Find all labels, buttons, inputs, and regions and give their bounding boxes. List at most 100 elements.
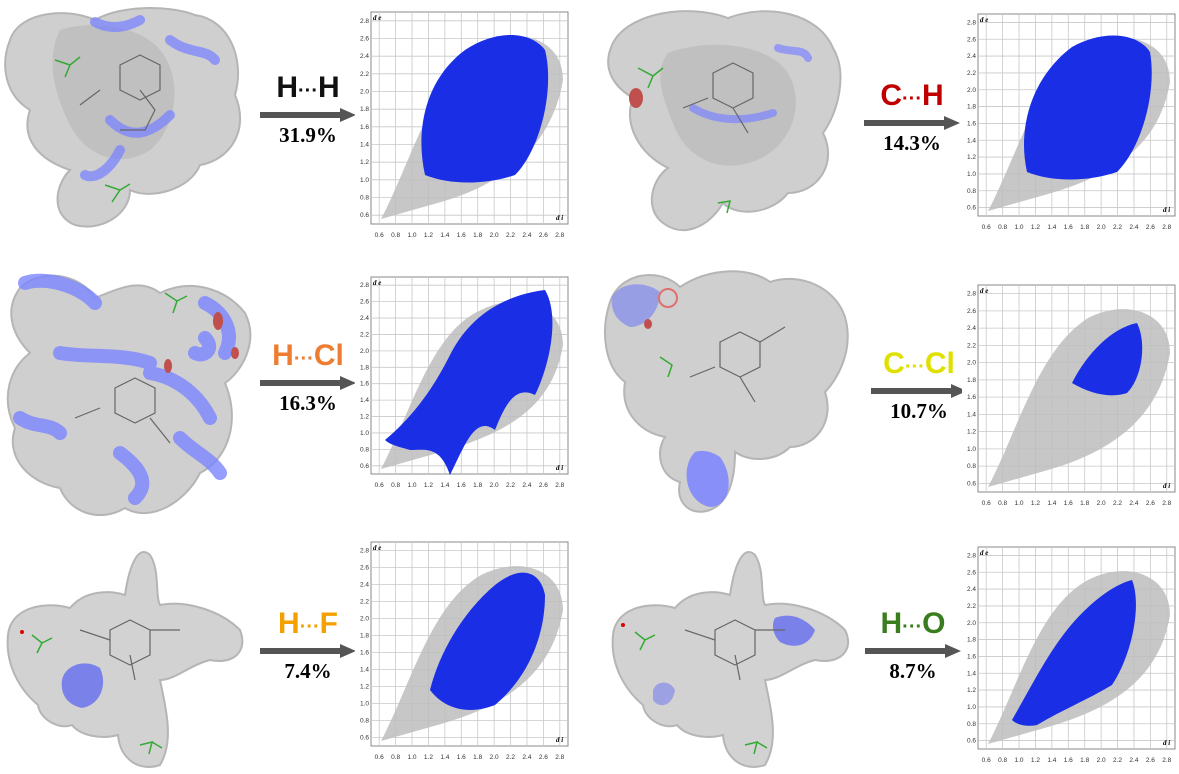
atom2-label: Cl xyxy=(924,347,955,380)
y-tick-label: 1.6 xyxy=(967,394,976,401)
contact-percent: 10.7% xyxy=(890,399,948,423)
x-tick-label: 2.0 xyxy=(1097,500,1106,507)
x-tick-label: 2.4 xyxy=(1129,757,1138,764)
y-tick-label: 1.0 xyxy=(360,430,369,437)
x-tick-label: 2.6 xyxy=(1146,224,1155,231)
contact-percent: 8.7% xyxy=(889,659,937,683)
y-tick-label: 2.8 xyxy=(967,552,976,559)
y-tick-label: 1.0 xyxy=(967,704,976,711)
contact-label-block: C···H 14.3% xyxy=(857,80,967,154)
y-tick-label: 1.6 xyxy=(967,653,976,660)
atom2-label: F xyxy=(319,607,338,640)
contact-separator: ··· xyxy=(902,88,922,110)
y-tick-label: 1.8 xyxy=(360,364,369,371)
atom1-label: H xyxy=(272,339,294,372)
y-tick-label: 2.2 xyxy=(967,342,976,349)
x-tick-label: 1.0 xyxy=(408,232,417,239)
y-tick-label: 0.8 xyxy=(967,188,976,195)
contact-separator: ··· xyxy=(298,80,318,102)
di-axis-label: d i xyxy=(556,736,563,744)
y-tick-label: 2.4 xyxy=(360,582,369,589)
contact-label: H···O xyxy=(858,608,968,642)
contact-percent: 14.3% xyxy=(883,131,941,155)
y-tick-label: 2.6 xyxy=(360,565,369,572)
y-tick-label: 1.0 xyxy=(360,177,369,184)
x-tick-label: 2.4 xyxy=(1129,224,1138,231)
y-tick-label: 0.6 xyxy=(360,735,369,742)
y-tick-label: 2.4 xyxy=(360,53,369,60)
x-tick-label: 1.8 xyxy=(1080,500,1089,507)
x-tick-label: 2.2 xyxy=(1113,224,1122,231)
y-tick-label: 2.6 xyxy=(967,308,976,315)
right-arrow-icon xyxy=(865,644,961,658)
contact-label-block: H···Cl 16.3% xyxy=(253,340,363,414)
y-tick-label: 2.8 xyxy=(360,282,369,289)
x-tick-label: 1.0 xyxy=(1015,224,1024,231)
y-tick-label: 1.2 xyxy=(967,687,976,694)
x-tick-label: 0.6 xyxy=(375,754,384,761)
right-arrow-icon xyxy=(260,644,356,658)
y-tick-label: 0.8 xyxy=(967,721,976,728)
y-tick-label: 0.8 xyxy=(360,195,369,202)
x-tick-label: 2.0 xyxy=(1097,224,1106,231)
contact-separator: ··· xyxy=(299,616,320,638)
di-axis-label: d i xyxy=(556,464,563,472)
x-tick-label: 1.4 xyxy=(440,482,449,489)
contact-percent: 16.3% xyxy=(279,391,337,415)
x-tick-label: 1.6 xyxy=(1064,757,1073,764)
y-tick-label: 2.6 xyxy=(360,36,369,43)
fingerprint-svg: 0.6 0.6 0.8 0.8 1.0 1.0 1.2 1.2 1.4 1.4 1.6 1.6 1.8 1… xyxy=(360,11,569,239)
x-tick-label: 1.2 xyxy=(1031,500,1040,507)
x-tick-label: 0.6 xyxy=(982,500,991,507)
x-tick-label: 0.8 xyxy=(998,500,1007,507)
y-tick-label: 1.4 xyxy=(360,142,369,149)
y-tick-label: 0.8 xyxy=(360,446,369,453)
x-tick-label: 1.0 xyxy=(1015,757,1024,764)
y-tick-label: 1.2 xyxy=(360,159,369,166)
x-tick-label: 0.6 xyxy=(982,224,991,231)
y-tick-label: 2.0 xyxy=(360,89,369,96)
atom2-label: H xyxy=(921,79,944,112)
hirshfeld-surface-h-cl xyxy=(6,273,252,517)
y-tick-label: 2.0 xyxy=(967,360,976,367)
y-tick-label: 1.0 xyxy=(967,446,976,453)
y-tick-label: 2.8 xyxy=(360,548,369,555)
x-tick-label: 1.8 xyxy=(1080,224,1089,231)
x-tick-label: 1.2 xyxy=(424,754,433,761)
de-axis-label: d e xyxy=(980,549,988,557)
hirshfeld-surface-h-h xyxy=(4,7,241,228)
di-axis-label: d i xyxy=(556,214,563,222)
x-tick-label: 1.4 xyxy=(440,232,449,239)
x-tick-label: 1.8 xyxy=(473,754,482,761)
x-tick-label: 2.2 xyxy=(506,754,515,761)
x-tick-label: 1.8 xyxy=(473,232,482,239)
fingerprint-plot-h-h: 0.6 0.6 0.8 0.8 1.0 1.0 1.2 1.2 1.4 1.4 1.6 1.6 1.8 1… xyxy=(355,10,570,240)
de-axis-label: d e xyxy=(980,287,988,295)
x-tick-label: 2.8 xyxy=(1162,224,1171,231)
atom1-label: C xyxy=(880,79,902,112)
y-tick-label: 2.8 xyxy=(967,19,976,26)
x-tick-label: 0.8 xyxy=(391,232,400,239)
y-tick-label: 2.4 xyxy=(967,586,976,593)
y-tick-label: 1.4 xyxy=(360,667,369,674)
x-tick-label: 0.8 xyxy=(391,754,400,761)
y-tick-label: 1.0 xyxy=(967,171,976,178)
y-tick-label: 2.2 xyxy=(360,71,369,78)
y-tick-label: 2.6 xyxy=(967,36,976,43)
x-tick-label: 0.8 xyxy=(998,757,1007,764)
contact-fingerprint-region xyxy=(421,35,549,183)
x-tick-label: 0.6 xyxy=(982,757,991,764)
x-tick-label: 2.4 xyxy=(522,754,531,761)
atom2-label: O xyxy=(922,607,946,640)
x-tick-label: 1.0 xyxy=(1015,500,1024,507)
x-tick-label: 2.6 xyxy=(1146,500,1155,507)
y-tick-label: 2.8 xyxy=(360,18,369,25)
x-tick-label: 1.8 xyxy=(473,482,482,489)
y-tick-label: 1.6 xyxy=(360,381,369,388)
y-tick-label: 2.6 xyxy=(967,569,976,576)
contact-fingerprint-region xyxy=(1024,35,1152,180)
x-tick-label: 1.6 xyxy=(457,482,466,489)
de-axis-label: d e xyxy=(373,544,381,552)
di-axis-label: d i xyxy=(1163,482,1170,490)
y-tick-label: 0.6 xyxy=(967,205,976,212)
